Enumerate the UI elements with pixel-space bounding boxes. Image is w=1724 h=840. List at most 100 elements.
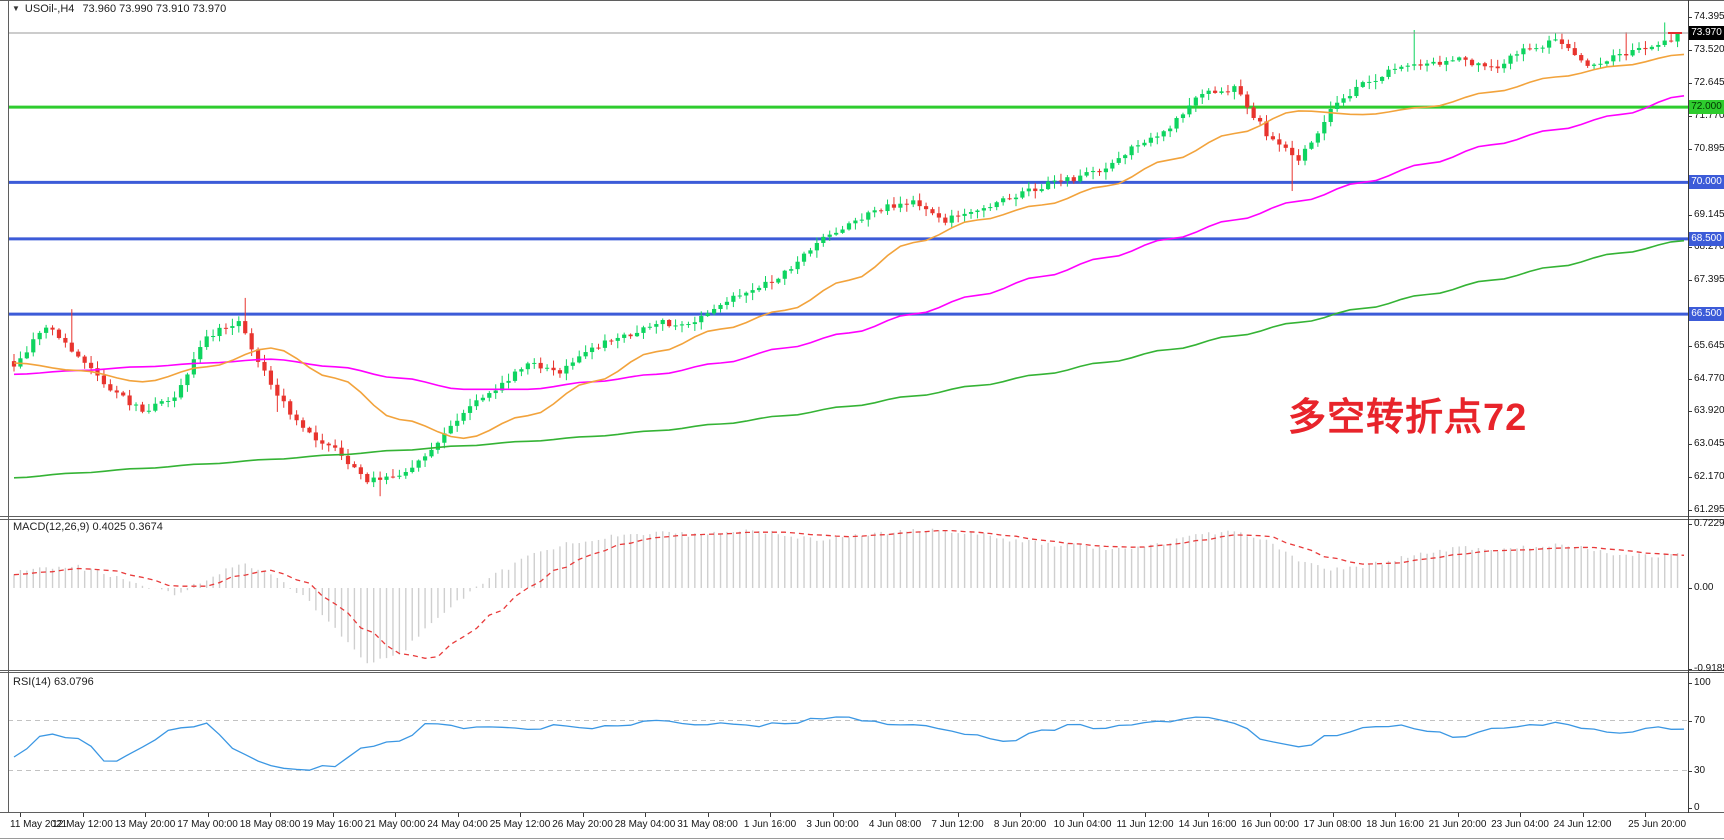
price-badge-66.500: 66.500 <box>1689 307 1724 322</box>
rsi-tick-label: 0 <box>1694 802 1700 813</box>
time-tick-label: 21 May 00:00 <box>364 819 426 830</box>
time-tick-mark <box>1270 813 1271 817</box>
price-tick-mark <box>1688 477 1692 479</box>
time-tick-label: 3 Jun 00:00 <box>806 819 859 830</box>
price-tick-label: 61.295 <box>1694 503 1724 515</box>
time-tick-label: 24 May 04:00 <box>427 819 488 830</box>
time-tick-mark <box>1207 813 1209 817</box>
time-tick-mark <box>1645 813 1646 817</box>
price-tick-label: 63.045 <box>1694 438 1724 450</box>
rsi-tick-label: 30 <box>1694 764 1706 776</box>
macd-rsi-separator[interactable] <box>0 670 1724 671</box>
time-tick-label: 16 Jun 00:00 <box>1241 819 1299 830</box>
time-tick-label: 25 May 12:00 <box>489 819 551 830</box>
macd-tick-mark <box>1688 588 1692 589</box>
price-tick-mark <box>1688 346 1692 348</box>
rsi-indicator-label: RSI(14) 63.0796 <box>13 676 94 688</box>
price-tick-label: 68.270 <box>1694 241 1724 253</box>
time-tick-label: 7 Jun 12:00 <box>931 819 984 830</box>
time-tick-mark <box>770 813 771 817</box>
time-tick-mark <box>395 813 396 817</box>
time-tick-label: 19 May 16:00 <box>302 819 363 830</box>
macd-tick-label: 0.7229 <box>1694 518 1724 530</box>
time-tick-mark <box>457 813 459 817</box>
rsi-timeaxis-separator <box>0 812 1724 813</box>
price-tick-label: 64.770 <box>1694 373 1724 385</box>
macd-panel-plot[interactable] <box>8 520 1688 670</box>
time-tick-label: 12 May 12:00 <box>52 819 113 830</box>
time-tick-label: 17 Jun 08:00 <box>1303 819 1362 830</box>
macd-tick-mark <box>1688 669 1692 671</box>
symbol-period-label: USOil-,H4 <box>24 3 75 15</box>
rsi-tick-mark <box>1688 720 1692 722</box>
chart-left-border <box>8 0 9 813</box>
price-tick-label: 63.920 <box>1694 405 1724 417</box>
chart-annotation[interactable]: 多空转折点72 <box>1288 397 1528 439</box>
time-tick-mark <box>20 813 21 817</box>
collapse-icon[interactable]: ▼ <box>12 4 20 13</box>
main-macd-separator-2[interactable] <box>0 519 1724 520</box>
time-tick-label: 18 May 08:00 <box>239 819 301 830</box>
rsi-tick-label: 100 <box>1694 677 1711 688</box>
time-tick-label: 21 Jun 20:00 <box>1428 819 1487 830</box>
rsi-tick-mark <box>1688 808 1692 809</box>
time-tick-mark <box>520 813 521 817</box>
time-tick-label: 18 Jun 16:00 <box>1366 819 1424 830</box>
time-tick-mark <box>1582 813 1584 817</box>
price-axis-border <box>1688 0 1689 813</box>
time-tick-label: 1 Jun 16:00 <box>743 819 797 830</box>
time-tick-mark <box>1145 813 1146 817</box>
rsi-panel-plot[interactable] <box>8 673 1688 811</box>
time-tick-mark <box>82 813 84 817</box>
time-tick-label: 23 Jun 04:00 <box>1491 819 1549 830</box>
price-tick-label: 71.770 <box>1694 109 1724 121</box>
macd-tick-label: 0.00 <box>1694 582 1714 593</box>
price-badge-73.970: 73.970 <box>1689 25 1724 40</box>
macd-tick-label: -0.9185 <box>1694 663 1724 675</box>
time-tick-mark <box>1395 813 1396 817</box>
time-tick-mark <box>1332 813 1334 817</box>
price-badge-68.500: 68.500 <box>1689 231 1724 246</box>
rsi-tick-label: 70 <box>1694 714 1706 726</box>
time-tick-label: 11 Jun 12:00 <box>1116 819 1174 830</box>
macd-rsi-separator-2[interactable] <box>0 672 1724 673</box>
time-tick-mark <box>645 813 646 817</box>
price-tick-mark <box>1688 444 1692 446</box>
price-badge-70.000: 70.000 <box>1689 175 1724 190</box>
price-tick-mark <box>1688 17 1692 18</box>
time-tick-mark <box>332 813 334 817</box>
price-tick-label: 73.520 <box>1694 43 1724 55</box>
price-tick-label: 70.895 <box>1694 142 1724 154</box>
time-tick-label: 26 May 20:00 <box>552 819 613 830</box>
time-tick-mark <box>895 813 896 817</box>
time-tick-label: 28 May 04:00 <box>614 819 676 830</box>
time-tick-mark <box>207 813 209 817</box>
time-tick-label: 25 Jun 20:00 <box>1628 819 1686 830</box>
time-tick-label: 17 May 00:00 <box>177 819 238 830</box>
time-tick-mark <box>707 813 709 817</box>
time-tick-mark <box>270 813 271 817</box>
time-tick-mark <box>832 813 834 817</box>
time-tick-mark <box>1520 813 1521 817</box>
price-tick-label: 74.395 <box>1694 11 1724 22</box>
price-tick-label: 65.645 <box>1694 340 1724 352</box>
ohlc-values: 73.960 73.990 73.910 73.970 <box>82 3 227 15</box>
price-tick-label: 62.170 <box>1694 471 1724 483</box>
main-macd-separator[interactable] <box>0 516 1724 517</box>
price-tick-label: 69.145 <box>1694 208 1724 220</box>
price-tick-mark <box>1688 148 1692 150</box>
price-tick-mark <box>1688 82 1692 84</box>
price-tick-mark <box>1688 379 1692 381</box>
price-tick-label: 72.645 <box>1694 76 1724 88</box>
price-tick-mark <box>1688 247 1692 249</box>
time-tick-label: 14 Jun 16:00 <box>1178 819 1237 830</box>
time-tick-mark <box>582 813 584 817</box>
window-top-border <box>0 0 1724 1</box>
price-tick-mark <box>1688 49 1692 51</box>
time-tick-mark <box>957 813 959 817</box>
time-tick-label: 8 Jun 20:00 <box>993 819 1047 830</box>
price-tick-mark <box>1688 214 1692 216</box>
price-badge-72.000: 72.000 <box>1689 100 1724 115</box>
window-bottom-border <box>0 838 1724 839</box>
